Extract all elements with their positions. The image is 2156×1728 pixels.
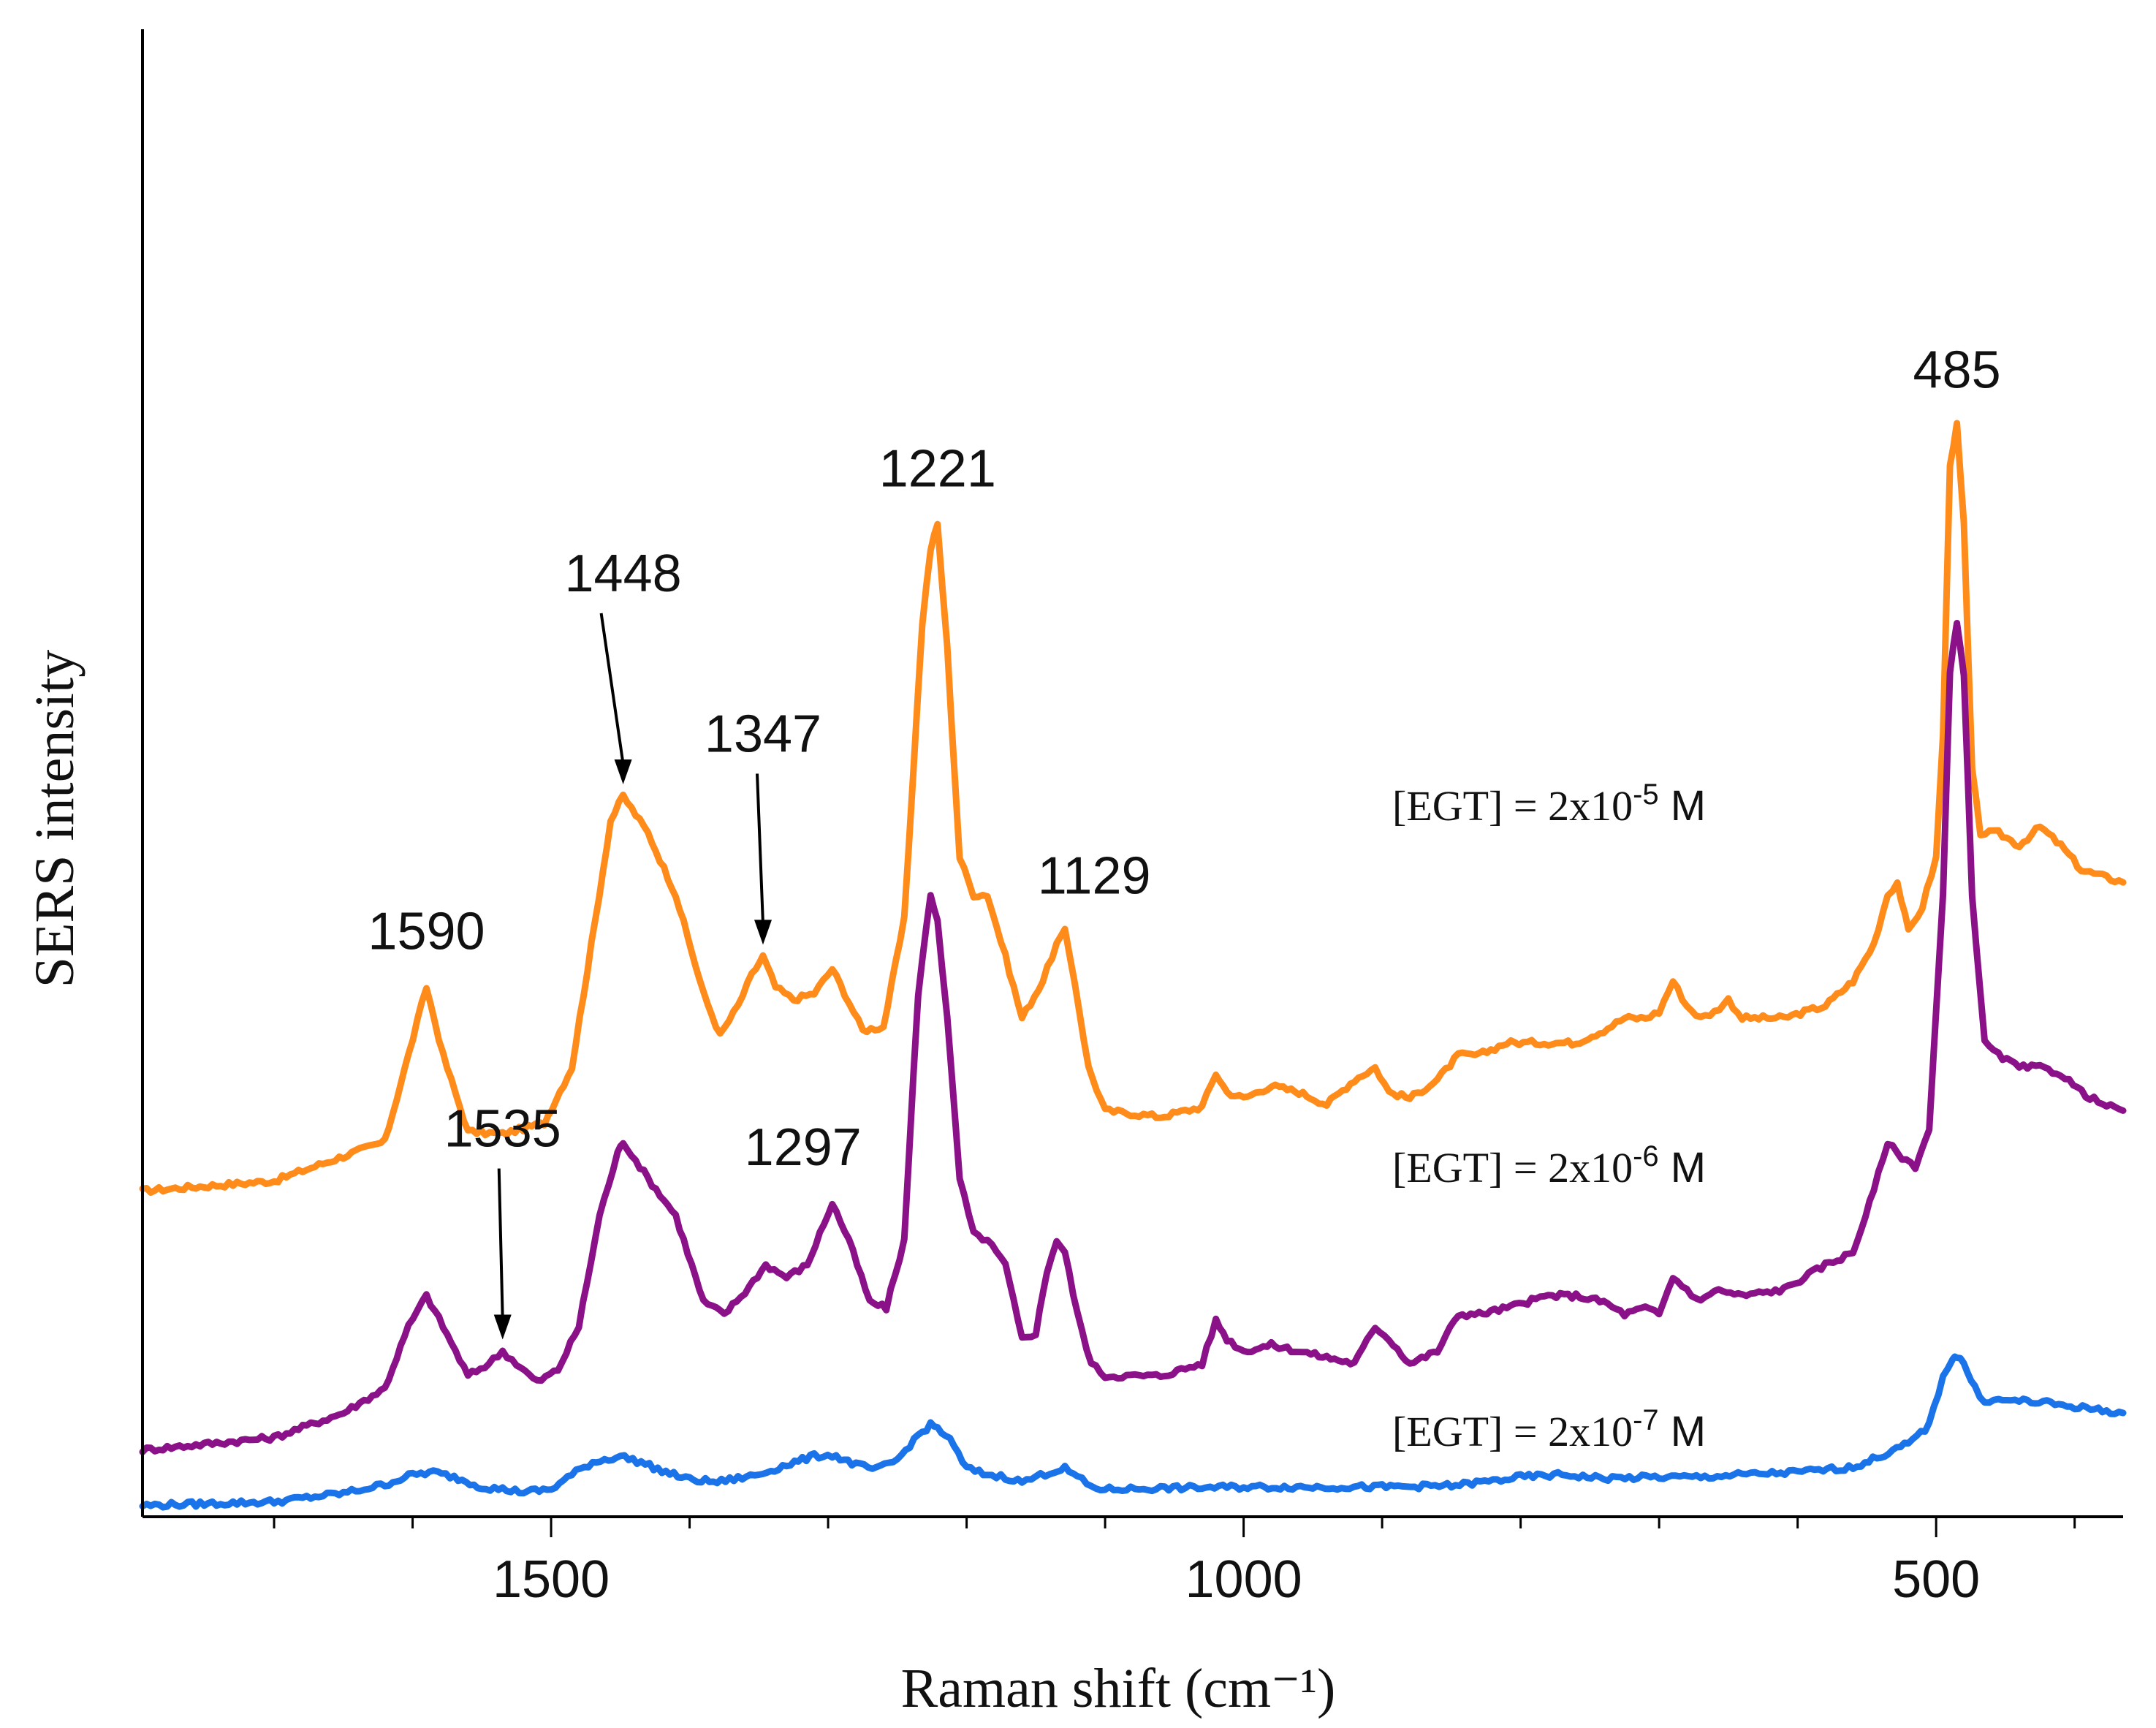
peak-label: 485 <box>1913 341 2001 400</box>
spectrum-line-3 <box>139 1353 2127 1511</box>
series-layer <box>139 420 2127 1511</box>
x-tick-label: 500 <box>1892 1550 1980 1609</box>
peak-annotation-1129: 1129 <box>1038 847 1151 906</box>
x-tick-label: 1000 <box>1185 1550 1302 1609</box>
x-tick-label: 1500 <box>493 1550 610 1609</box>
peak-label: 1221 <box>879 440 996 499</box>
series-label-exponent: -5 <box>1633 778 1659 811</box>
series-label-text: [EGT] = 2x10 <box>1392 1408 1633 1455</box>
series-label-unit: M <box>1659 782 1706 830</box>
series-label-unit: M <box>1659 1408 1706 1455</box>
peak-label: 1347 <box>705 705 821 763</box>
peak-label: 1297 <box>745 1118 862 1177</box>
series-label-unit: M <box>1659 1144 1706 1191</box>
plot-area: 1500 1000 500 1590144813471221112948512971… <box>139 29 2127 1609</box>
series-label-2x10-7: [EGT] = 2x10-7 M <box>1392 1404 1706 1455</box>
y-axis-title: SERS intensity <box>24 650 86 988</box>
series-label-text: [EGT] = 2x10 <box>1392 1144 1633 1191</box>
annotation-arrow-head <box>754 920 773 945</box>
peak-annotations: 1590 1448 1347 1221 1129 485 1297 1535 <box>368 341 2001 1340</box>
series-label-2x10-5: [EGT] = 2x10-5 M <box>1392 778 1706 830</box>
peak-annotation-485: 485 <box>1913 341 2001 400</box>
legend-labels: [EGT] = 2x10-5 M [EGT] = 2x10-6 M [EGT] … <box>1392 778 1706 1455</box>
peak-annotation-1590: 1590 <box>368 903 485 961</box>
series-label-2x10-6: [EGT] = 2x10-6 M <box>1392 1140 1706 1191</box>
annotation-arrow-shaft <box>756 773 765 925</box>
peak-label: 1535 <box>444 1100 561 1159</box>
annotation-arrow-shaft <box>497 1168 504 1319</box>
peak-label: 1448 <box>565 545 682 603</box>
series-label-exponent: -7 <box>1633 1404 1659 1436</box>
annotation-arrow-shaft <box>599 613 625 765</box>
annotation-arrow-head <box>614 759 632 784</box>
peak-annotation-1221: 1221 <box>879 440 996 499</box>
peak-annotation-1535: 1535 <box>444 1100 561 1340</box>
annotation-arrow-head <box>493 1314 512 1340</box>
spectrum-line-2 <box>139 620 2127 1455</box>
peak-annotation-1448: 1448 <box>565 545 682 784</box>
series-label-exponent: -6 <box>1633 1140 1659 1172</box>
x-axis-title: Raman shift (cm⁻¹) <box>901 1658 1336 1719</box>
spectrum-line-1 <box>139 420 2127 1196</box>
peak-label: 1590 <box>368 903 485 961</box>
peak-annotation-1347: 1347 <box>705 705 821 945</box>
series-label-text: [EGT] = 2x10 <box>1392 782 1633 830</box>
peak-annotation-1297: 1297 <box>745 1118 862 1177</box>
peak-label: 1129 <box>1038 847 1151 906</box>
x-axis-ticks: 1500 1000 500 <box>273 1517 2076 1609</box>
